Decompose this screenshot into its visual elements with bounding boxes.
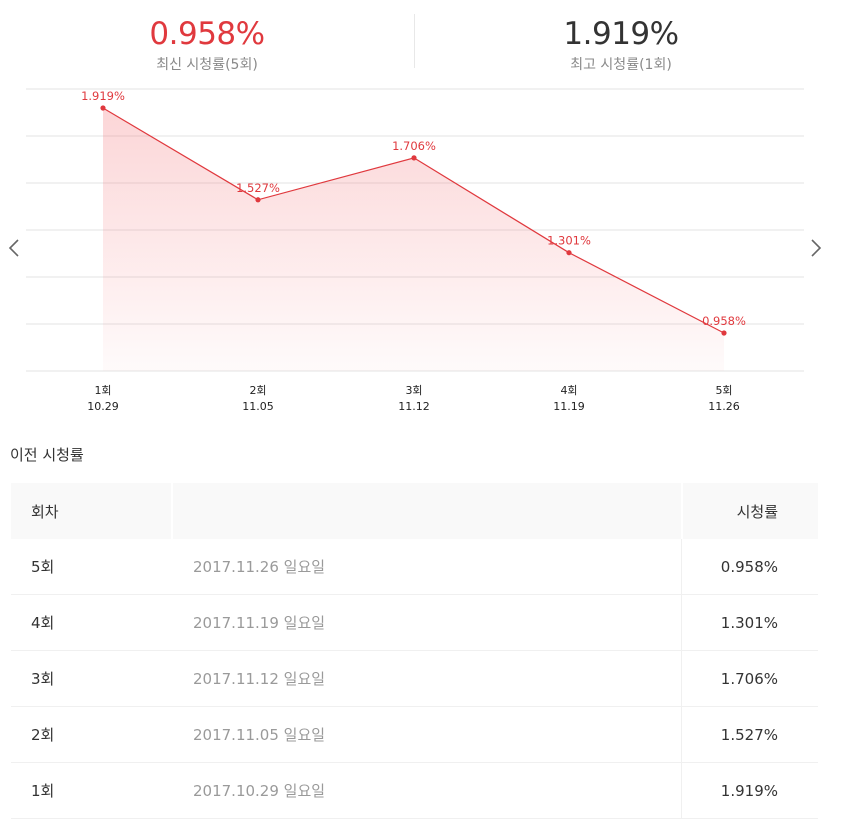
x-tick-date: 10.29 [87, 400, 119, 413]
column-divider [681, 707, 682, 762]
row-episode: 2회 [31, 726, 55, 744]
table-row: 1회 2017.10.29 일요일 1.919% [11, 763, 818, 819]
data-point [255, 197, 261, 203]
column-divider [171, 483, 173, 539]
table-row: 5회 2017.11.26 일요일 0.958% [11, 539, 818, 595]
column-divider [681, 539, 682, 594]
highest-rating-value: 1.919% [563, 16, 679, 52]
data-label: 1.706% [392, 139, 436, 153]
table-row: 3회 2017.11.12 일요일 1.706% [11, 651, 818, 707]
table-header-row: 회차 시청률 [11, 483, 818, 539]
chart-data-labels: 1.919% 1.527% 1.706% 1.301% 0.958% [81, 89, 746, 328]
latest-rating-block: 0.958% 최신 시청률(5회) [0, 14, 414, 74]
row-episode: 3회 [31, 670, 55, 688]
row-rating: 1.706% [720, 669, 778, 688]
x-tick-date: 11.26 [708, 400, 740, 413]
chart-area [103, 108, 724, 371]
x-tick-episode: 5회 [715, 384, 732, 397]
chevron-left-icon[interactable] [6, 236, 22, 260]
column-divider [681, 483, 683, 539]
table-row: 2회 2017.11.05 일요일 1.527% [11, 707, 818, 763]
row-date: 2017.11.26 일요일 [193, 558, 326, 576]
area-fill [103, 108, 724, 371]
row-rating: 1.919% [720, 781, 778, 800]
row-date: 2017.10.29 일요일 [193, 782, 326, 800]
column-divider [681, 651, 682, 706]
header-date [173, 483, 701, 539]
x-tick-episode: 1회 [94, 384, 111, 397]
row-episode: 4회 [31, 614, 55, 632]
chevron-right-icon[interactable] [808, 236, 824, 260]
column-divider [681, 595, 682, 650]
summary-divider [414, 14, 415, 68]
highest-rating-block: 1.919% 최고 시청률(1회) [414, 14, 828, 74]
data-label: 1.301% [547, 234, 591, 248]
x-tick-episode: 2회 [249, 384, 266, 397]
x-tick-episode: 4회 [560, 384, 577, 397]
data-point [721, 330, 727, 336]
chart-points [100, 105, 727, 336]
data-point [411, 155, 417, 161]
header-episode: 회차 [31, 502, 59, 521]
row-rating: 0.958% [720, 557, 778, 576]
column-divider [681, 763, 682, 818]
row-date: 2017.11.05 일요일 [193, 726, 326, 744]
data-label: 0.958% [702, 314, 746, 328]
row-date: 2017.11.19 일요일 [193, 614, 326, 632]
table-row: 4회 2017.11.19 일요일 1.301% [11, 595, 818, 651]
latest-rating-label: 최신 시청률(5회) [156, 57, 258, 73]
row-episode: 5회 [31, 558, 55, 576]
header-rating: 시청률 [736, 502, 778, 521]
row-rating: 1.527% [720, 725, 778, 744]
row-date: 2017.11.12 일요일 [193, 670, 326, 688]
row-episode: 1회 [31, 782, 55, 800]
data-point [566, 250, 572, 256]
x-tick-episode: 3회 [405, 384, 422, 397]
x-tick-date: 11.12 [398, 400, 430, 413]
x-tick-date: 11.19 [553, 400, 585, 413]
rating-line-chart: 1.919% 1.527% 1.706% 1.301% 0.958% 1회 10.29 2회… [26, 88, 804, 413]
ratings-table: 회차 시청률 5회 2017.11.26 일요일 0.958% 4회 2017.… [11, 483, 818, 819]
data-point [100, 105, 106, 111]
chart-x-axis: 1회 10.29 2회 11.05 3회 11.12 4회 11.19 5회 11.26 [87, 384, 740, 413]
row-rating: 1.301% [720, 613, 778, 632]
highest-rating-label: 최고 시청률(1회) [570, 57, 672, 73]
rating-summary: 0.958% 최신 시청률(5회) 1.919% 최고 시청률(1회) [0, 0, 851, 80]
data-label: 1.919% [81, 89, 125, 103]
x-tick-date: 11.05 [242, 400, 274, 413]
data-label: 1.527% [236, 181, 280, 195]
latest-rating-value: 0.958% [149, 16, 265, 52]
previous-ratings-title: 이전 시청률 [10, 446, 84, 464]
